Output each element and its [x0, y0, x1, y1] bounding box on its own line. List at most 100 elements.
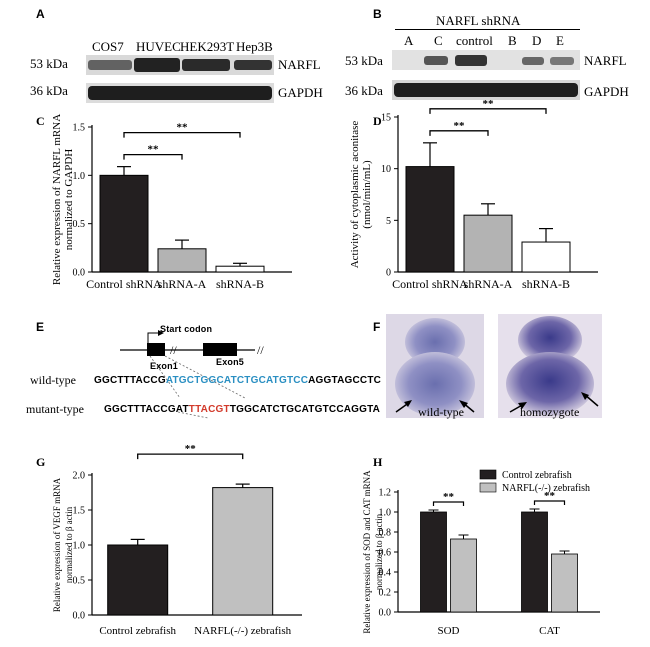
category-label: Control shRNA	[86, 277, 162, 291]
significance-bracket	[123, 131, 241, 138]
bar	[521, 511, 548, 613]
legend-swatch	[479, 469, 497, 480]
mutant-label: mutant-type	[26, 402, 84, 416]
kda-36-label: 36 kDa	[30, 83, 68, 98]
significance-bracket	[123, 153, 183, 160]
svg-text://: //	[257, 343, 264, 357]
band	[88, 86, 272, 100]
bar	[463, 214, 513, 273]
lane-label: COS7	[92, 39, 124, 54]
bar	[405, 166, 455, 273]
significance-label: **	[454, 120, 466, 132]
gene-diagram: // //	[120, 330, 264, 419]
y-tick-label: 2.0	[73, 471, 86, 482]
panel-b-letter: B	[373, 7, 382, 21]
band	[522, 57, 544, 65]
significance-label: **	[483, 98, 495, 110]
chart-c-letter: C	[36, 114, 45, 128]
chart-g-letter: G	[36, 455, 45, 469]
category-label: shRNA-A	[158, 277, 207, 291]
bar	[420, 511, 447, 613]
lane-label: E	[556, 33, 564, 48]
significance-bracket	[533, 500, 566, 505]
significance-label: **	[185, 443, 197, 455]
bar	[212, 487, 274, 616]
category-label: Control shRNA	[392, 277, 468, 291]
y-tick-label: 0.4	[379, 568, 392, 579]
significance-label: **	[148, 144, 160, 156]
y-tick-label: 1.0	[73, 541, 86, 552]
y-tick-label: 5	[386, 216, 391, 227]
lane-label: B	[508, 33, 517, 48]
band	[550, 57, 574, 65]
lane-label: HUVEC	[136, 39, 181, 54]
band	[455, 55, 487, 66]
y-axis-label: (nmol/min/mL)	[361, 160, 373, 229]
band	[88, 60, 132, 70]
chart-h-letter: H	[373, 455, 383, 469]
y-tick-label: 0.0	[379, 608, 392, 619]
significance-bracket	[137, 453, 244, 460]
legend-label: Control zebrafish	[502, 470, 572, 481]
header-line	[395, 29, 580, 30]
y-tick-label: 0.6	[379, 548, 392, 559]
zebrafish-images	[386, 314, 602, 418]
significance-label: **	[544, 490, 556, 502]
seq-part: TGGCATCTGCATGTCCAGGTA	[229, 404, 381, 415]
wildtype-sequence: GGCTTTACCGATGCTGGCATCTGCATGTCCAGGTAGCCTC	[94, 375, 381, 386]
exon1-label: Exon1	[150, 361, 179, 371]
y-tick-label: 0.5	[73, 576, 86, 587]
y-tick-label: 1.2	[379, 488, 392, 499]
kda-53-label: 53 kDa	[30, 56, 68, 71]
significance-bracket	[432, 501, 465, 506]
start-codon-label: Start codon	[160, 324, 213, 334]
y-tick-label: 0.5	[73, 219, 86, 230]
panel-f-letter: F	[373, 320, 381, 334]
lane-label: HEK293T	[180, 39, 235, 54]
legend-label: NARFL(-/-) zebrafish	[502, 483, 590, 494]
significance-label: **	[443, 491, 455, 503]
bar	[450, 538, 477, 613]
y-axis-label: normalized to β actin	[64, 506, 74, 583]
y-axis-label: normalized to GAPDH	[63, 149, 75, 250]
wildtype-image-label: wild-type	[418, 405, 464, 419]
y-axis-label: Relative expression of VEGF mRNA	[52, 477, 62, 612]
lane-label: C	[434, 33, 443, 48]
y-tick-label: 0.2	[379, 588, 392, 599]
lane-label: D	[532, 33, 542, 48]
seq-part: GGCTTTACCGAT	[104, 404, 189, 415]
category-label: CAT	[539, 625, 560, 637]
seq-highlight: ATGCTGGCATCTGCATGTCC	[165, 375, 309, 386]
y-tick-label: 0	[386, 268, 391, 279]
wildtype-label: wild-type	[30, 373, 76, 387]
significance-label: **	[177, 122, 189, 134]
y-axis-label: normalized to β actin	[374, 513, 384, 590]
y-tick-label: 1.5	[73, 123, 86, 134]
band	[182, 59, 230, 71]
band	[234, 60, 272, 70]
panel-a-letter: A	[36, 7, 45, 21]
homozygote-image-label: homozygote	[520, 405, 580, 419]
band	[134, 58, 180, 72]
y-axis-label: Relative expression of SOD and CAT mRNA	[362, 470, 372, 634]
seq-part: AGGTAGCCTC	[308, 375, 382, 386]
category-label: SOD	[437, 625, 459, 637]
y-tick-label: 0.0	[73, 268, 86, 279]
bar	[521, 241, 571, 273]
mutant-sequence: GGCTTTACCGATTTACGTTGGCATCTGCATGTCCAGGTA	[104, 404, 380, 415]
lane-label: control	[456, 33, 493, 48]
exon5-label: Exon5	[216, 357, 245, 367]
category-label: shRNA-A	[464, 277, 513, 291]
category-label: NARFL(-/-) zebrafish	[194, 625, 291, 637]
category-label: Control zebrafish	[99, 625, 176, 637]
y-tick-label: 1.5	[73, 506, 86, 517]
panel-e-letter: E	[36, 320, 45, 334]
significance-bracket	[429, 130, 489, 136]
bar	[551, 553, 578, 613]
gapdh-label: GAPDH	[584, 84, 629, 99]
y-tick-label: 0.8	[379, 528, 392, 539]
legend-swatch	[479, 482, 497, 493]
y-axis-label: Activity of cytoplasmic aconitase	[349, 121, 361, 269]
chart-d-letter: D	[373, 114, 382, 128]
